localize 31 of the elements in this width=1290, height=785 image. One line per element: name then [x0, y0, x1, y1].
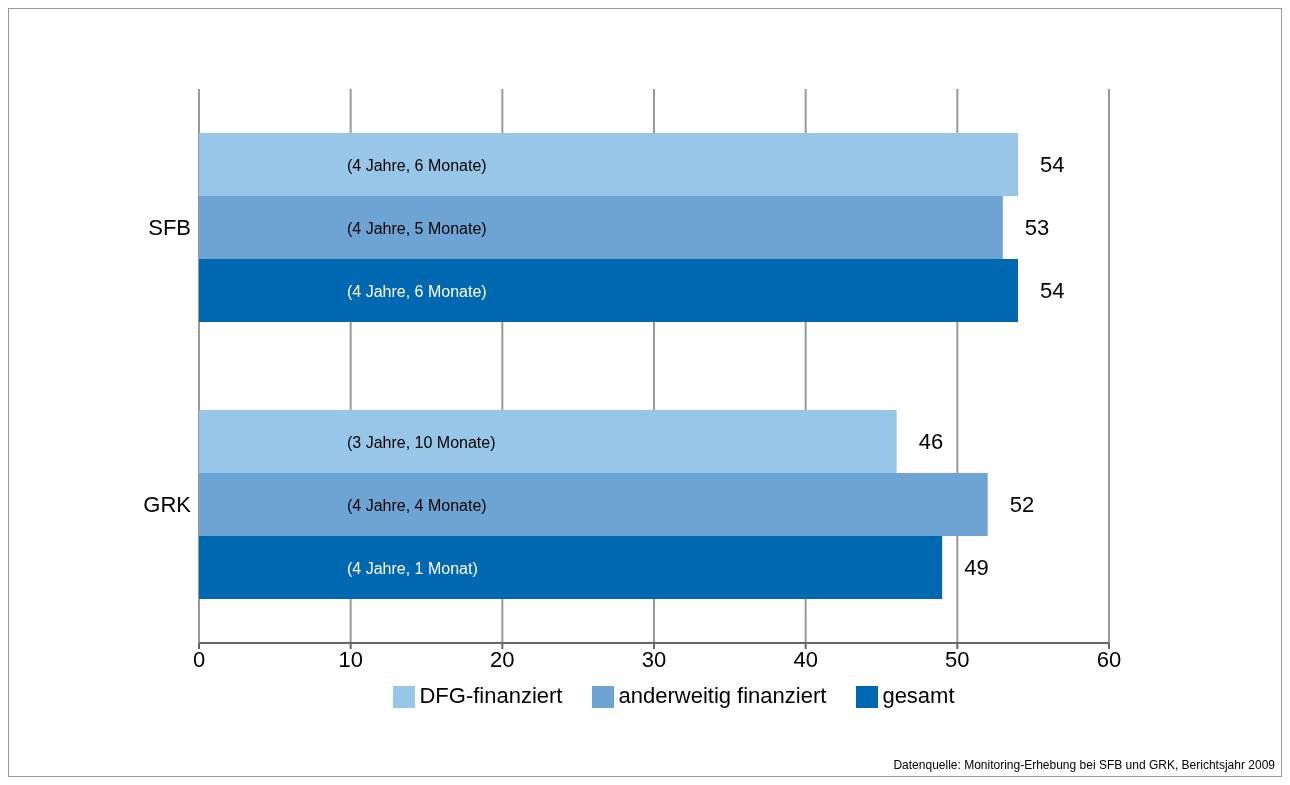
data-label: 49 — [964, 555, 989, 581]
bar — [199, 259, 1018, 322]
data-label: 52 — [1009, 492, 1035, 518]
text: Datenquelle: Monitoring-Erhebung bei SFB und GRK, Berichtsjahr 2009 — [893, 758, 1275, 772]
data-label: 54 — [1040, 152, 1065, 178]
bar — [199, 196, 1003, 259]
annotation: (4 Jahre, 6 Monate) — [347, 282, 487, 300]
legend-label: DFG-finanziert — [419, 683, 563, 708]
annotation: (4 Jahre, 5 Monate) — [347, 219, 487, 237]
y-tick-label: SFB — [148, 215, 191, 241]
x-tick-label: 60 — [1096, 646, 1122, 672]
data-label: 46 — [918, 429, 944, 455]
x-tick-label: 0 — [192, 646, 206, 672]
y-tick-label: GRK — [143, 492, 192, 518]
annotation: (4 Jahre, 6 Monate) — [347, 156, 487, 174]
x-tick-label: 40 — [793, 646, 818, 672]
x-tick-label: 10 — [338, 646, 363, 672]
annotation: (3 Jahre, 10 Monate) — [347, 433, 496, 451]
bar — [199, 410, 897, 473]
legend-label: anderweitig finanziert — [618, 683, 827, 708]
annotation: (4 Jahre, 1 Monat) — [347, 559, 478, 577]
bar — [199, 473, 988, 536]
x-tick-label: 20 — [490, 646, 515, 672]
annotation: (4 Jahre, 4 Monate) — [347, 496, 487, 514]
x-tick-label: 30 — [641, 646, 667, 672]
bar — [199, 133, 1018, 196]
bar — [199, 536, 943, 599]
x-tick-label: 50 — [945, 646, 970, 672]
data-label: 53 — [1024, 215, 1050, 241]
legend-label: gesamt — [882, 683, 955, 708]
data-label: 54 — [1040, 278, 1065, 304]
